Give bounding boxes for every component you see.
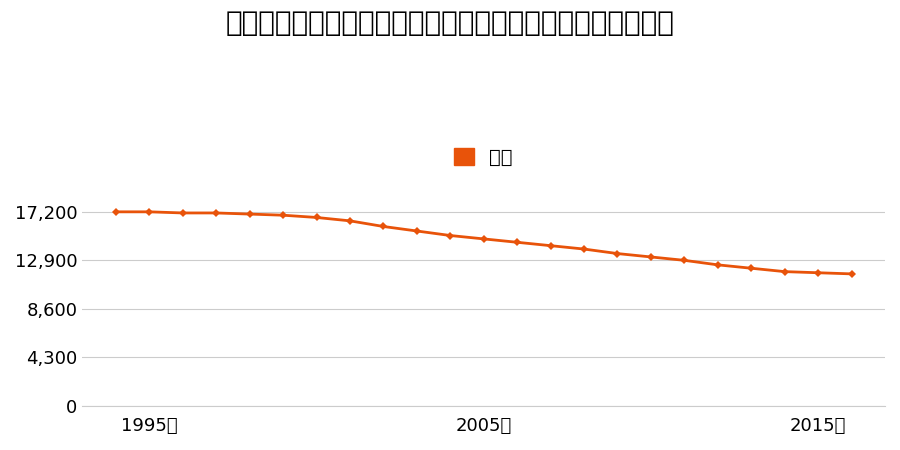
価格	[478, 236, 489, 242]
価格	[846, 271, 857, 277]
価格	[211, 210, 221, 216]
価格	[779, 269, 790, 274]
価格	[144, 209, 155, 215]
価格	[679, 258, 689, 263]
価格	[311, 215, 322, 220]
価格	[177, 210, 188, 216]
Line: 価格: 価格	[113, 209, 854, 277]
価格	[713, 262, 724, 268]
価格	[445, 233, 455, 238]
価格	[746, 266, 757, 271]
Text: 福島県東白川郡塙町大字上石井字仲堀５６番１外の地価推移: 福島県東白川郡塙町大字上石井字仲堀５６番１外の地価推移	[226, 9, 674, 37]
価格	[278, 212, 289, 218]
価格	[645, 254, 656, 260]
価格	[612, 251, 623, 256]
価格	[411, 228, 422, 234]
価格	[579, 246, 590, 252]
価格	[345, 218, 356, 224]
価格	[813, 270, 824, 275]
価格	[244, 212, 255, 217]
価格	[512, 239, 523, 245]
価格	[545, 243, 556, 248]
Legend: 価格: 価格	[446, 140, 521, 175]
価格	[378, 224, 389, 229]
価格	[111, 209, 122, 215]
